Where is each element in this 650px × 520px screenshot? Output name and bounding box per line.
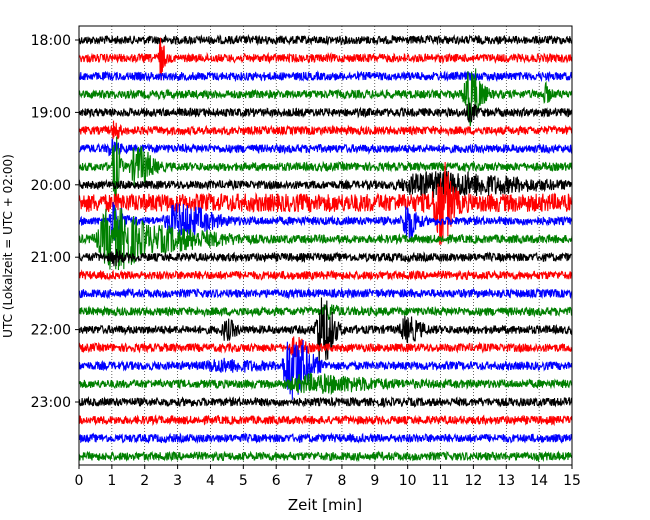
- x-tick-label: 1: [107, 473, 116, 489]
- trace-2330: [78, 431, 573, 445]
- trace-1930: [78, 138, 573, 158]
- trace-2130: [78, 287, 573, 300]
- trace-1945: [78, 136, 573, 202]
- trace-2030: [78, 202, 573, 241]
- trace-2245: [78, 372, 573, 396]
- trace-2015: [78, 162, 573, 245]
- plot-frame: [78, 25, 573, 466]
- trace-1900: [78, 102, 573, 123]
- x-tick-label: 9: [370, 473, 379, 489]
- x-tick-label: 2: [140, 473, 149, 489]
- x-axis: 0 1 2 3 4 5 6 7 8 9 10 11 12 13 14 15: [75, 465, 581, 489]
- x-tick-label: 14: [530, 473, 548, 489]
- trace-2300: [78, 395, 573, 409]
- trace-1830: [78, 70, 573, 83]
- trace-1915: [78, 120, 573, 140]
- trace-2230: [78, 340, 573, 400]
- trace-2315: [78, 414, 573, 427]
- y-axis: 18:00 19:00 20:00 21:00 22:00 23:00: [31, 33, 79, 411]
- trace-2215: [78, 336, 573, 358]
- x-tick-label: 12: [464, 473, 482, 489]
- x-tick-label: 13: [497, 473, 515, 489]
- x-tick-label: 4: [206, 473, 215, 489]
- x-axis-label: Zeit [min]: [288, 496, 362, 514]
- x-tick-label: 3: [173, 473, 182, 489]
- x-tick-label: 8: [337, 473, 346, 489]
- y-axis-label: UTC (Lokalzeit = UTC + 02:00): [1, 154, 15, 338]
- trace-1845: [78, 68, 573, 127]
- trace-1800: [78, 33, 573, 46]
- trace-2200: [78, 297, 573, 365]
- y-tick-label: 21:00: [31, 250, 71, 266]
- y-tick-label: 18:00: [31, 33, 71, 49]
- y-tick-label: 20:00: [31, 178, 71, 194]
- y-tick-label: 23:00: [31, 395, 71, 411]
- trace-2100: [78, 248, 573, 267]
- trace-2045: [78, 207, 573, 271]
- x-tick-label: 5: [239, 473, 248, 489]
- trace-2000: [78, 170, 573, 199]
- x-tick-label: 0: [75, 473, 84, 489]
- x-tick-label: 6: [272, 473, 281, 489]
- x-tick-label: 15: [563, 473, 581, 489]
- trace-group: [78, 33, 573, 463]
- x-tick-label: 7: [305, 473, 314, 489]
- trace-2345: [78, 450, 573, 463]
- x-tick-label: 11: [432, 473, 450, 489]
- y-tick-label: 22:00: [31, 323, 71, 339]
- trace-2115: [78, 269, 573, 281]
- y-tick-label: 19:00: [31, 105, 71, 121]
- trace-2145: [78, 304, 573, 320]
- x-tick-label: 10: [399, 473, 417, 489]
